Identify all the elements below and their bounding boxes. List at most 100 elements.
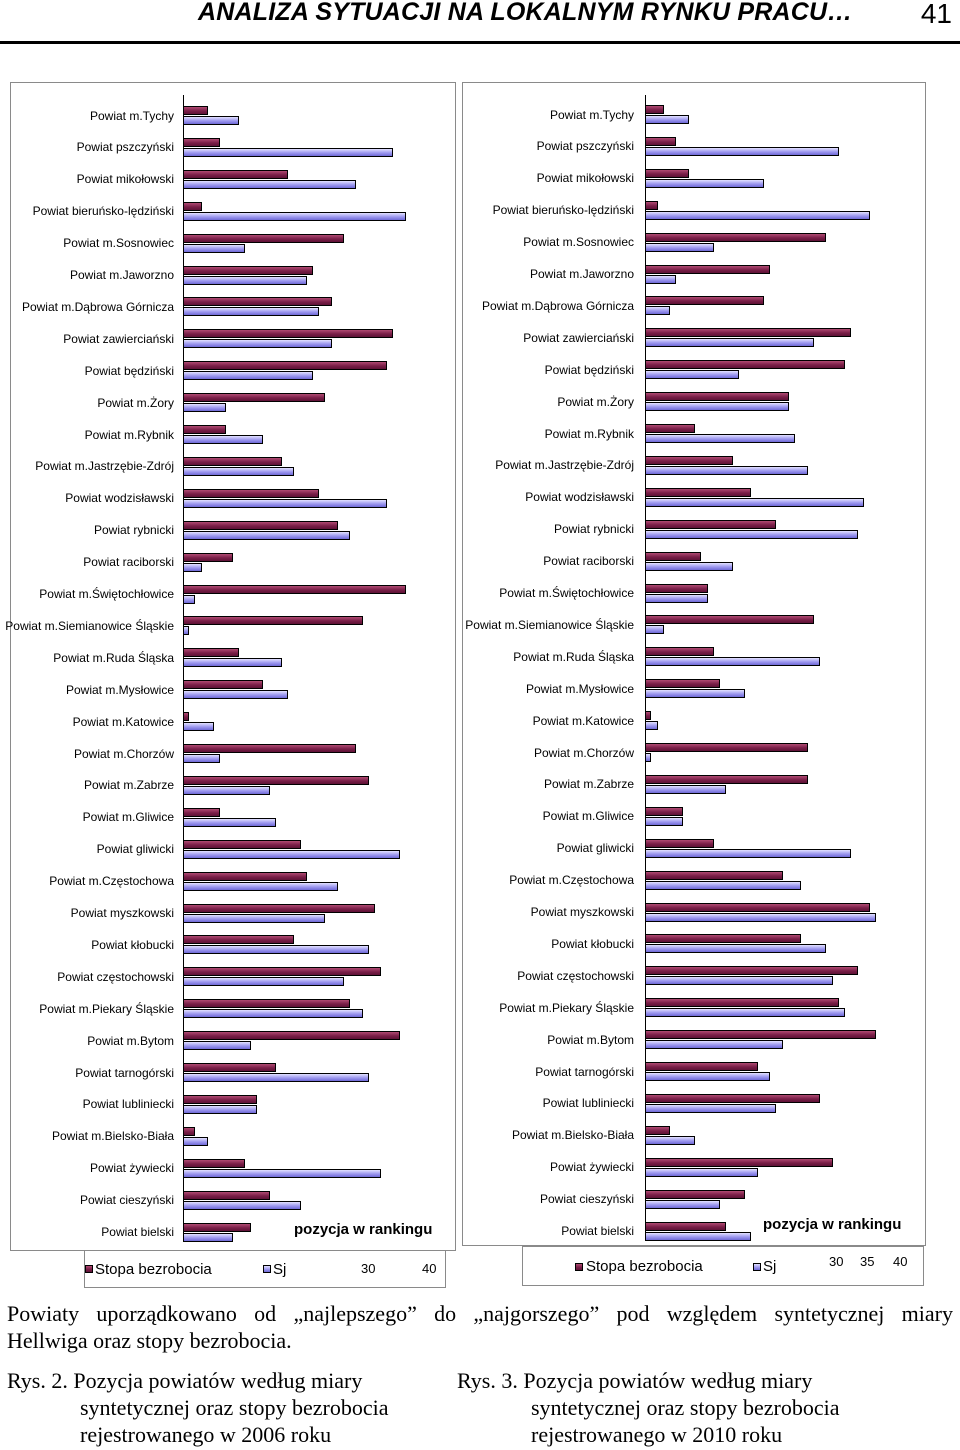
- bar-stopa-bezrobocia: [645, 1030, 877, 1040]
- bar-stopa-bezrobocia: [645, 679, 720, 689]
- bar-stopa-bezrobocia: [645, 296, 764, 306]
- bar-sj: [645, 1103, 777, 1113]
- category-label: Powiat tarnogórski: [535, 1064, 634, 1079]
- category-label: Powiat kłobucki: [91, 937, 174, 952]
- category-label: Powiat m.Bielsko-Biała: [51, 1129, 174, 1144]
- page-number: 41: [920, 0, 952, 29]
- page-header: ANALIZA SYTUACJI NA LOKALNYM RYNKU PRACU…: [0, 0, 960, 46]
- category-label: Powiat m.Zabrze: [543, 777, 634, 792]
- legend-swatch-stopa: [575, 1263, 583, 1271]
- tick-40: 40: [422, 1261, 437, 1276]
- bar-sj: [645, 1135, 695, 1145]
- figure-caption-2006-line2: syntetycznej oraz stopy bezrobocia: [80, 1395, 389, 1420]
- category-label: Powiat m.Częstochowa: [49, 874, 174, 889]
- bar-sj: [183, 243, 245, 253]
- bar-stopa-bezrobocia: [645, 360, 845, 370]
- category-label: Powiat m.Tychy: [89, 108, 174, 123]
- bar-sj: [183, 626, 190, 636]
- bar-sj: [645, 1167, 758, 1177]
- bar-sj: [183, 817, 276, 827]
- chart-2006: pozycja w rankingu Powiat m.Tychy Powiat …: [5, 82, 456, 1251]
- bar-sj: [183, 1200, 301, 1210]
- category-label: Powiat m.Mysłowice: [65, 682, 174, 697]
- bar-sj: [183, 785, 270, 795]
- bar-stopa-bezrobocia: [183, 233, 344, 243]
- bar-stopa-bezrobocia: [645, 200, 658, 210]
- category-label: Powiat częstochowski: [517, 968, 634, 983]
- category-label: Powiat pszczyński: [76, 140, 174, 155]
- bar-sj: [183, 722, 214, 732]
- bar-stopa-bezrobocia: [183, 1190, 270, 1200]
- bar-stopa-bezrobocia: [183, 584, 406, 594]
- bar-stopa-bezrobocia: [645, 1125, 670, 1135]
- x-axis-title-2010: pozycja w rankingu: [763, 1216, 902, 1233]
- category-label: Powiat bieruńsko-lędziński: [32, 204, 174, 219]
- bar-sj: [183, 658, 283, 668]
- bar-stopa-bezrobocia: [183, 520, 338, 530]
- bar-sj: [645, 816, 683, 826]
- bar-stopa-bezrobocia: [183, 1031, 400, 1041]
- bar-stopa-bezrobocia: [645, 328, 852, 338]
- category-label: Powiat gliwicki: [96, 842, 174, 857]
- bar-sj: [183, 211, 406, 221]
- bar-sj: [183, 754, 221, 763]
- category-label: Powiat m.Żory: [97, 395, 174, 410]
- bar-stopa-bezrobocia: [645, 998, 839, 1008]
- category-label: Powiat gliwicki: [556, 841, 634, 856]
- bar-sj: [183, 1232, 233, 1242]
- bar-sj: [645, 689, 745, 699]
- bar-stopa-bezrobocia: [645, 1093, 820, 1103]
- bar-stopa-bezrobocia: [183, 488, 320, 498]
- bar-sj: [183, 1009, 363, 1019]
- category-label: Powiat myszkowski: [530, 905, 634, 919]
- bar-stopa-bezrobocia: [183, 775, 369, 785]
- legend-2010: Stopa bezrobocia Sj 30 35 40: [522, 1246, 924, 1286]
- bar-sj: [183, 339, 332, 349]
- legend-label-stopa: Stopa bezrobocia: [586, 1258, 703, 1275]
- bar-sj: [183, 1104, 258, 1114]
- category-label: Powiat rybnicki: [93, 523, 174, 538]
- bar-sj: [645, 721, 658, 731]
- bar-sj: [645, 497, 864, 507]
- category-label: Powiat zawierciański: [63, 331, 174, 346]
- bar-stopa-bezrobocia: [183, 137, 221, 147]
- category-label: Powiat lubliniecki: [542, 1096, 634, 1111]
- figure-caption-2010-line2: syntetycznej oraz stopy bezrobocia: [531, 1395, 840, 1420]
- category-label: Powiat lubliniecki: [82, 1097, 174, 1112]
- category-label: Powiat m.Bytom: [547, 1032, 634, 1047]
- bar-sj: [183, 849, 400, 859]
- category-label: Powiat m.Gliwice: [82, 810, 174, 825]
- tick-30: 30: [829, 1254, 844, 1269]
- chart-2010: pozycja w rankingu Powiat m.Tychy Powiat …: [462, 82, 926, 1246]
- bar-sj: [645, 1231, 752, 1241]
- bar-sj: [183, 435, 264, 444]
- category-label: Powiat będziński: [84, 363, 174, 378]
- bar-sj: [645, 210, 870, 220]
- category-label: Powiat będziński: [544, 362, 634, 377]
- category-label: Powiat raciborski: [83, 555, 174, 570]
- bar-stopa-bezrobocia: [645, 392, 789, 402]
- bar-stopa-bezrobocia: [645, 870, 783, 880]
- bar-stopa-bezrobocia: [645, 934, 802, 944]
- bar-stopa-bezrobocia: [183, 680, 264, 690]
- bar-stopa-bezrobocia: [645, 743, 808, 752]
- bar-sj: [645, 306, 670, 316]
- category-label: Powiat bieruńsko-lędziński: [492, 203, 634, 218]
- bar-sj: [645, 1199, 720, 1209]
- category-label: Powiat m.Piekary Śląskie: [39, 1001, 174, 1016]
- bar-stopa-bezrobocia: [645, 264, 770, 274]
- bar-stopa-bezrobocia: [183, 106, 208, 115]
- bar-sj: [183, 945, 369, 955]
- category-label: Powiat myszkowski: [70, 906, 174, 920]
- category-label: Powiat m.Gliwice: [542, 809, 634, 824]
- bar-stopa-bezrobocia: [645, 105, 664, 114]
- bar-stopa-bezrobocia: [183, 265, 313, 275]
- bar-stopa-bezrobocia: [183, 807, 221, 817]
- bar-stopa-bezrobocia: [183, 201, 202, 211]
- bar-stopa-bezrobocia: [183, 393, 326, 403]
- caption-paragraph-line2: Hellwiga oraz stopy bezrobocia.: [7, 1328, 292, 1353]
- bar-stopa-bezrobocia: [183, 1094, 258, 1104]
- category-label: Powiat raciborski: [543, 554, 634, 569]
- category-label: Powiat cieszyński: [539, 1192, 634, 1207]
- bar-stopa-bezrobocia: [645, 455, 733, 465]
